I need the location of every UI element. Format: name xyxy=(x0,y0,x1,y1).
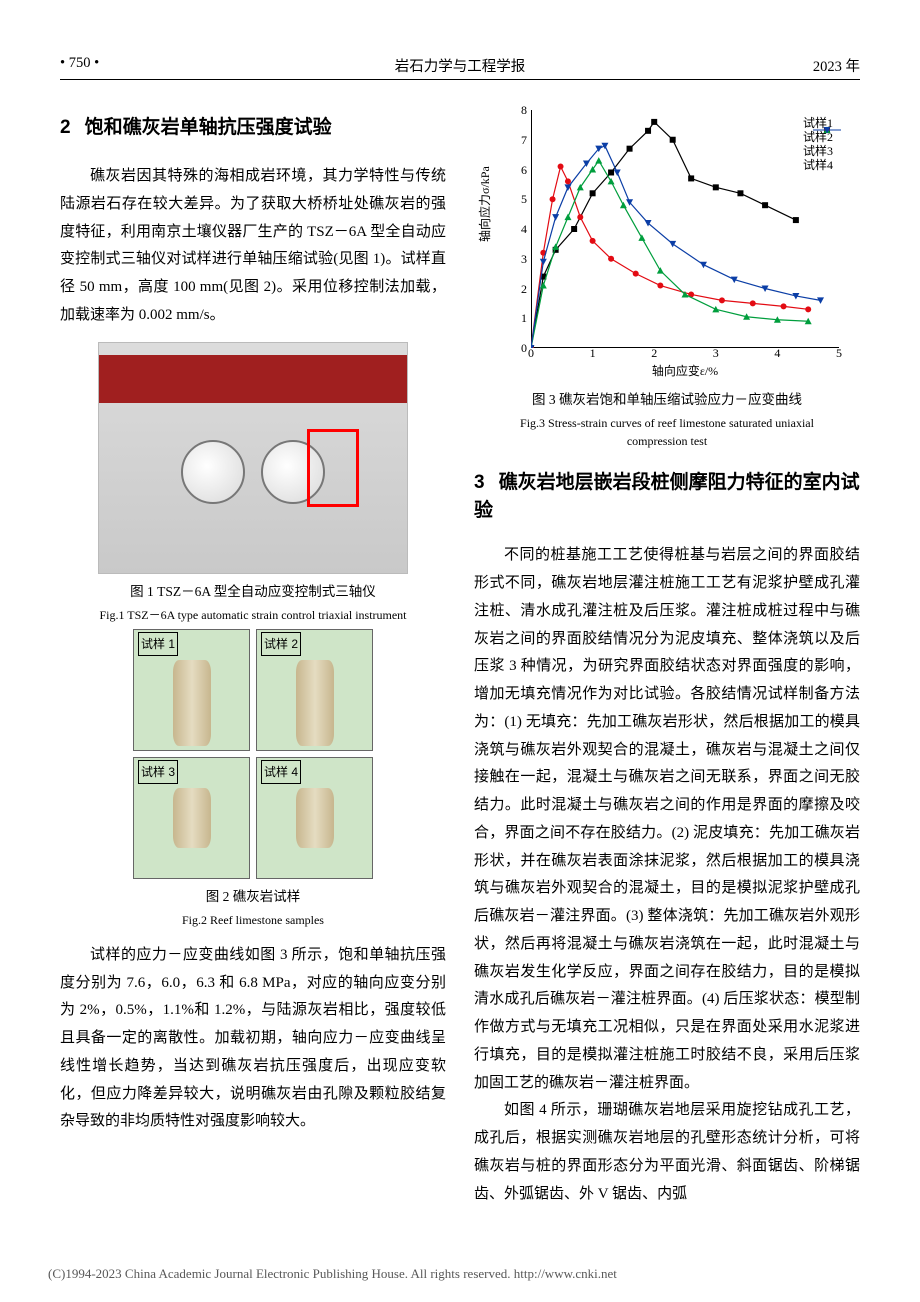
chart-xlabel: 轴向应变ε/% xyxy=(531,360,839,382)
section-2-title: 饱和礁灰岩单轴抗压强度试验 xyxy=(85,117,332,138)
section-2-heading: 2 饱和礁灰岩单轴抗压强度试验 xyxy=(60,110,446,145)
figure-3-caption-cn: 图 3 礁灰岩饱和单轴压缩试验应力－应变曲线 xyxy=(474,388,860,413)
sample-cylinder-icon xyxy=(296,660,334,746)
sample-cell-4: 试样 4 xyxy=(256,757,373,879)
sec2-paragraph-2: 试样的应力－应变曲线如图 3 所示，饱和单轴抗压强度分别为 7.6，6.0，6.… xyxy=(60,942,446,1136)
sec2-paragraph-1: 礁灰岩因其特殊的海相成岩环境，其力学特性与传统陆源岩石存在较大差异。为了获取大桥… xyxy=(60,163,446,330)
figure-3-caption-en-line2: compression test xyxy=(474,433,860,449)
figure-1-photo xyxy=(98,342,408,574)
sample-cylinder-icon xyxy=(173,788,211,848)
copyright-footer: (C)1994-2023 China Academic Journal Elec… xyxy=(0,1248,920,1292)
sample-cell-1: 试样 1 xyxy=(133,629,250,751)
sample-3-label: 试样 3 xyxy=(138,760,178,784)
sample-4-label: 试样 4 xyxy=(261,760,301,784)
section-3-heading: 3礁灰岩地层嵌岩段桩侧摩阻力特征的室内试验 xyxy=(474,469,860,524)
highlight-box-icon xyxy=(307,429,359,507)
section-2-number: 2 xyxy=(60,117,71,138)
left-column: 2 饱和礁灰岩单轴抗压强度试验 礁灰岩因其特殊的海相成岩环境，其力学特性与传统陆源… xyxy=(60,102,446,1208)
figure-2-caption-en: Fig.2 Reef limestone samples xyxy=(60,912,446,928)
triaxial-instrument-mock xyxy=(98,342,408,574)
sample-cell-3: 试样 3 xyxy=(133,757,250,879)
sample-cell-2: 试样 2 xyxy=(256,629,373,751)
figure-1-caption-en: Fig.1 TSZ－6A type automatic strain contr… xyxy=(60,607,446,623)
sample-2-label: 试样 2 xyxy=(261,632,301,656)
sec3-paragraph-1: 不同的桩基施工工艺使得桩基与岩层之间的界面胶结形式不同，礁灰岩地层灌注桩施工工艺… xyxy=(474,542,860,1097)
figure-3-chart: 轴向应力σ/kPa 轴向应变ε/% 试样1试样2试样3试样4 012345678… xyxy=(487,102,847,382)
sec3-paragraph-2: 如图 4 所示，珊瑚礁灰岩地层采用旋挖钻成孔工艺，成孔后，根据实测礁灰岩地层的孔… xyxy=(474,1097,860,1208)
right-column: 轴向应力σ/kPa 轴向应变ε/% 试样1试样2试样3试样4 012345678… xyxy=(474,102,860,1208)
page-header: • 750 • 岩石力学与工程学报 2023 年 xyxy=(60,55,860,80)
figure-3-caption-en-line1: Fig.3 Stress-strain curves of reef limes… xyxy=(474,415,860,431)
journal-title: 岩石力学与工程学报 xyxy=(120,55,800,76)
chart-legend: 试样1试样2试样3试样4 xyxy=(769,116,833,172)
stress-strain-chart: 轴向应力σ/kPa 轴向应变ε/% 试样1试样2试样3试样4 012345678… xyxy=(487,102,847,382)
figure-2-samples: 试样 1 试样 2 试样 3 试样 4 xyxy=(133,629,373,879)
header-year: 2023 年 xyxy=(800,55,860,76)
figure-1-caption-cn: 图 1 TSZ－6A 型全自动应变控制式三轴仪 xyxy=(60,580,446,605)
section-3-title: 礁灰岩地层嵌岩段桩侧摩阻力特征的室内试验 xyxy=(474,472,860,521)
sample-1-label: 试样 1 xyxy=(138,632,178,656)
section-3-number: 3 xyxy=(474,472,485,493)
sample-cylinder-icon xyxy=(296,788,334,848)
sample-cylinder-icon xyxy=(173,660,211,746)
figure-2-caption-cn: 图 2 礁灰岩试样 xyxy=(60,885,446,910)
page-number: • 750 • xyxy=(60,55,120,76)
